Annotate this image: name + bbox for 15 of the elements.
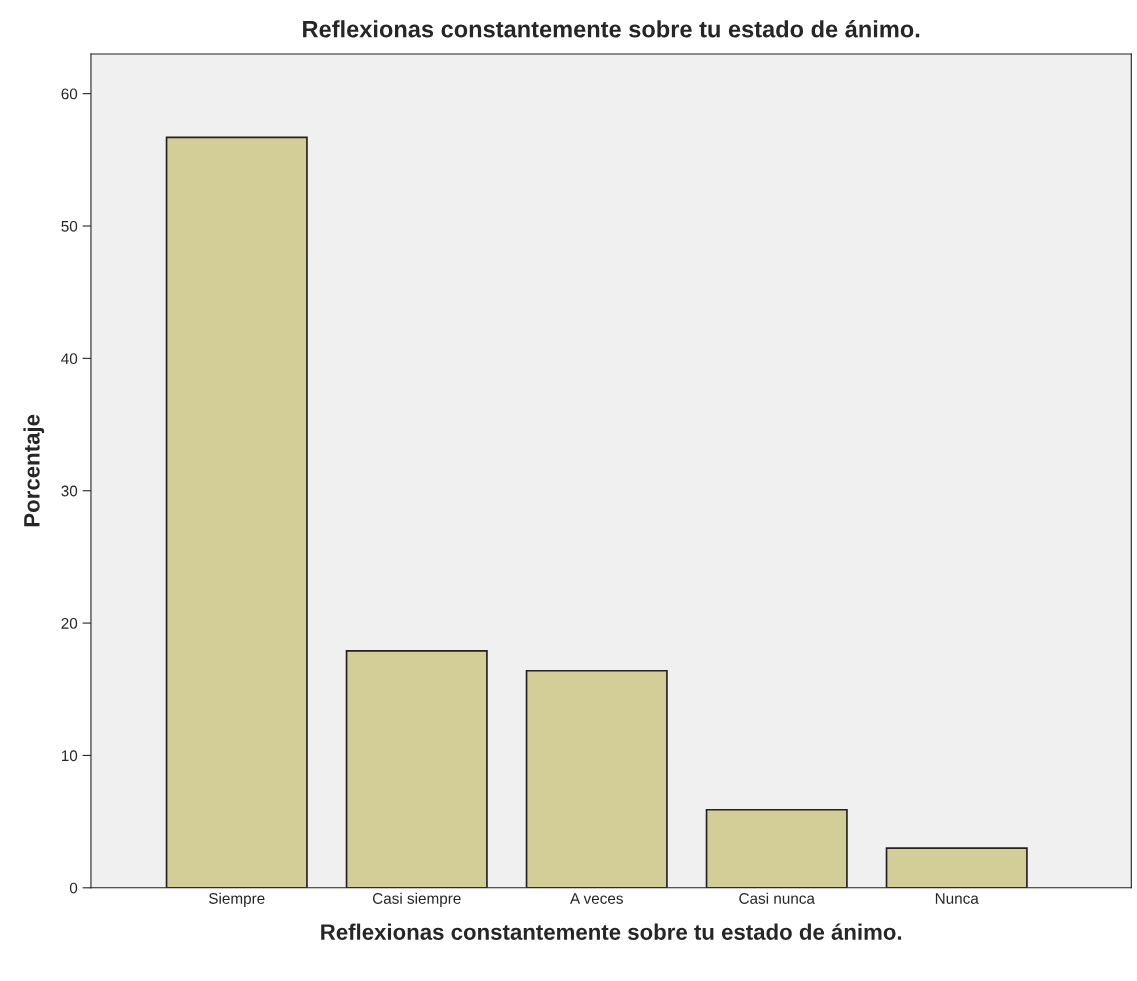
chart-title: Reflexionas constantemente sobre tu estado de ánimo. (303, 19, 920, 38)
y-tick-label: 10 (61, 750, 78, 762)
y-tick-label: 60 (61, 88, 78, 100)
y-tick-label: 0 (69, 882, 78, 894)
y-tick-label: 20 (61, 617, 78, 629)
x-tick-label: A veces (570, 893, 623, 904)
x-tick-label: Nunca (935, 893, 979, 904)
x-axis-title: Reflexionas constantemente sobre tu estado de ánimo. (321, 923, 902, 940)
x-tick-label: Casi siempre (372, 892, 461, 907)
y-tick-label: 30 (61, 485, 78, 497)
y-tick-label: 50 (61, 220, 78, 232)
x-tick-label: Siempre (209, 892, 265, 907)
y-tick-label: 40 (61, 353, 78, 365)
x-tick-label: Casi nunca (739, 892, 815, 904)
y-axis-title: Porcentaje (23, 414, 45, 527)
